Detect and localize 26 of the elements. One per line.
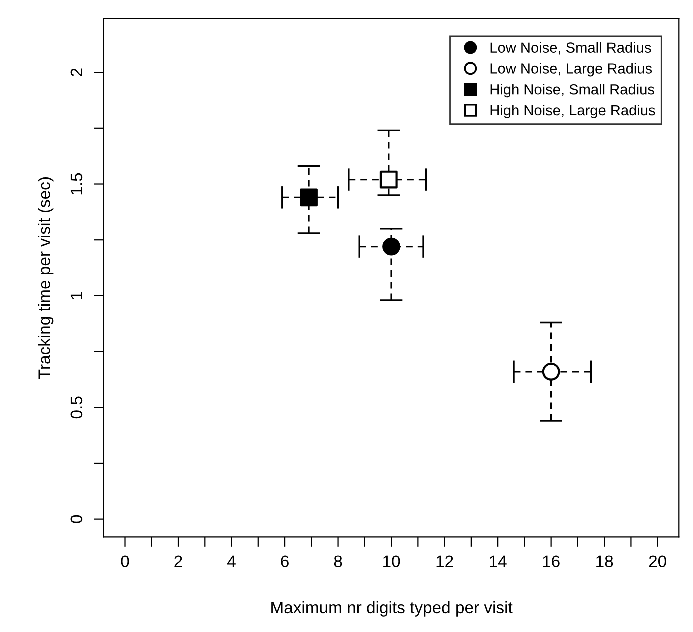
x-tick-label: 18: [596, 556, 614, 568]
y-axis-title: Tracking time per visit (sec): [38, 178, 54, 380]
x-tick-label: 16: [543, 556, 560, 568]
y-tick-label: 1: [70, 292, 82, 300]
x-tick-label: 0: [121, 556, 130, 568]
x-tick-label: 14: [490, 556, 507, 568]
legend-label: High Noise, Small Radius: [490, 84, 654, 98]
y-tick-label: 2: [70, 68, 82, 76]
x-axis-title: Maximum nr digits typed per visit: [272, 601, 513, 617]
x-tick-label: 10: [384, 556, 400, 568]
point: [542, 362, 560, 381]
x-tick-label: 2: [174, 556, 182, 568]
y-tick-label: 0: [70, 515, 83, 524]
x-tick-label: 8: [334, 556, 342, 568]
x-tick-label: 12: [436, 556, 454, 568]
point: [300, 188, 318, 207]
legend-label: High Noise, Large Radius: [490, 104, 656, 119]
x-tick-label: 6: [281, 556, 289, 568]
legend-label: Low Noise, Small Radius: [490, 42, 652, 55]
legend-label: Low Noise, Large Radius: [490, 63, 652, 77]
y-tick-label: 1.5: [70, 173, 83, 195]
x-tick-label: 4: [228, 556, 236, 568]
point: [380, 170, 398, 189]
point: [382, 238, 401, 256]
y-tick-label: 0.5: [70, 396, 83, 419]
x-tick-label: 20: [649, 556, 666, 568]
